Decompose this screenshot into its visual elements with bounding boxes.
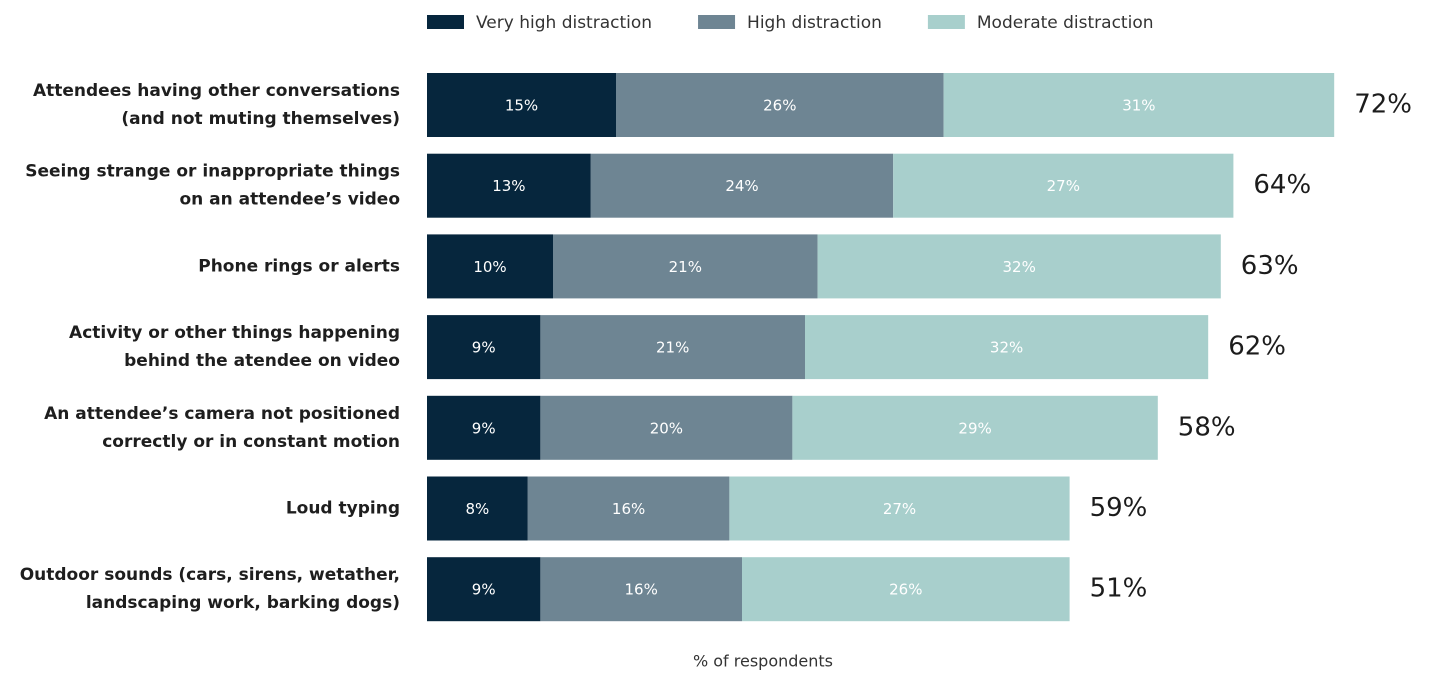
bar-segment: [427, 73, 616, 137]
total-label: 63%: [1241, 251, 1299, 281]
category-label: landscaping work, barking dogs): [86, 593, 400, 613]
total-label: 59%: [1090, 493, 1148, 523]
bar-segment: [427, 476, 528, 541]
legend-label: Moderate distraction: [977, 13, 1154, 33]
bar-segment: [427, 315, 541, 380]
category-label: on an attendee’s video: [179, 190, 400, 210]
bar-segment: [427, 395, 541, 460]
value-label: 8%: [466, 500, 490, 518]
bar-segment: [943, 73, 1335, 137]
bar-segment: [792, 395, 1158, 460]
value-label: 29%: [958, 419, 991, 437]
value-label: 26%: [889, 581, 922, 599]
bar-segment: [540, 557, 742, 622]
category-label: An attendee’s camera not positioned: [44, 404, 400, 424]
bar-segment: [590, 153, 894, 218]
value-label: 20%: [650, 419, 683, 437]
value-label: 21%: [656, 339, 689, 357]
legend-swatch: [927, 15, 965, 29]
bar-segment: [893, 153, 1234, 218]
category-label: Attendees having other conversations: [33, 81, 400, 101]
value-label: 9%: [472, 419, 496, 437]
total-label: 58%: [1178, 412, 1236, 442]
value-label: 32%: [1003, 258, 1036, 276]
legend-label: Very high distraction: [476, 13, 652, 33]
bar-segment: [427, 153, 591, 218]
value-label: 13%: [492, 177, 525, 195]
value-label: 31%: [1122, 97, 1155, 115]
bar-segment: [553, 234, 818, 299]
total-label: 72%: [1354, 90, 1412, 120]
x-axis-label: % of respondents: [693, 652, 833, 671]
category-label: behind the atendee on video: [124, 351, 400, 371]
bar-segment: [427, 557, 541, 622]
legend-swatch: [698, 15, 736, 29]
value-label: 16%: [612, 500, 645, 518]
category-label: correctly or in constant motion: [102, 432, 400, 452]
total-label: 62%: [1228, 332, 1286, 362]
legend-label: High distraction: [747, 13, 882, 33]
value-label: 9%: [472, 339, 496, 357]
value-label: 10%: [473, 258, 506, 276]
value-label: 27%: [883, 500, 916, 518]
bar-segment: [527, 476, 730, 541]
value-label: 16%: [625, 581, 658, 599]
category-label: Loud typing: [286, 499, 400, 519]
bar-segment: [427, 234, 553, 299]
bar-segment: [540, 315, 805, 380]
value-label: 24%: [725, 177, 758, 195]
bar-segment: [817, 234, 1221, 299]
bar-segment: [729, 476, 1070, 541]
category-label: (and not muting themselves): [121, 109, 400, 129]
value-label: 9%: [472, 581, 496, 599]
bar-segment: [805, 315, 1209, 380]
category-label: Activity or other things happening: [69, 323, 400, 343]
category-label: Outdoor sounds (cars, sirens, wetather,: [20, 565, 400, 585]
value-label: 21%: [669, 258, 702, 276]
category-label: Phone rings or alerts: [198, 256, 400, 276]
value-label: 32%: [990, 339, 1023, 357]
category-label: Seeing strange or inappropriate things: [25, 162, 400, 182]
legend-swatch: [427, 15, 464, 29]
bar-segment: [742, 557, 1070, 622]
total-label: 64%: [1253, 170, 1311, 200]
total-label: 51%: [1090, 574, 1148, 604]
value-label: 27%: [1047, 177, 1080, 195]
value-label: 26%: [763, 97, 796, 115]
bar-segment: [540, 395, 793, 460]
bar-segment: [616, 73, 944, 137]
value-label: 15%: [505, 97, 538, 115]
